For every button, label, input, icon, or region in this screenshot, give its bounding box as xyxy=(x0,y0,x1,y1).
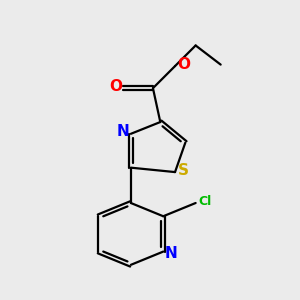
Text: N: N xyxy=(164,246,177,261)
Text: O: O xyxy=(177,57,190,72)
Text: S: S xyxy=(178,163,189,178)
Text: N: N xyxy=(116,124,129,139)
Text: Cl: Cl xyxy=(198,195,212,208)
Text: O: O xyxy=(109,79,122,94)
